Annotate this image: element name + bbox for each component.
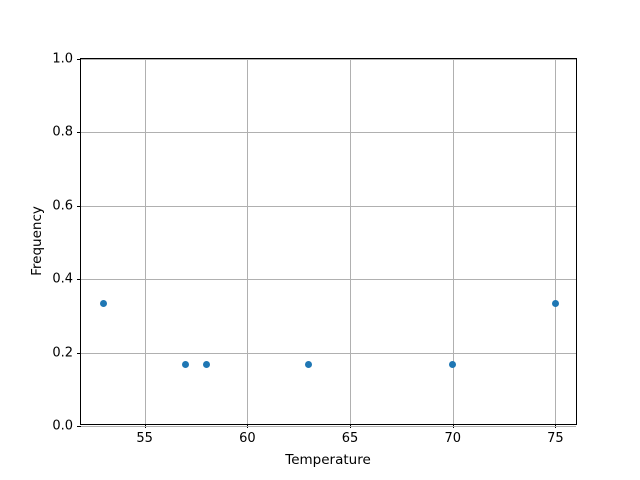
x-tick-mark <box>350 424 352 428</box>
y-tick-mark <box>77 426 81 427</box>
x-tick-label: 75 <box>547 431 564 446</box>
y-tick-label: 0.6 <box>52 198 73 213</box>
y-tick-label: 0.0 <box>52 418 73 434</box>
y-tick-mark <box>77 132 81 133</box>
data-point <box>449 361 457 369</box>
y-tick-mark <box>77 279 81 280</box>
y-gridline <box>81 352 576 354</box>
y-tick-mark <box>77 205 81 207</box>
data-point <box>551 300 559 308</box>
y-tick-label: 1.0 <box>52 51 73 66</box>
x-gridline <box>350 58 352 424</box>
y-gridline <box>81 132 576 133</box>
x-gridline <box>247 58 249 424</box>
y-tick-mark <box>77 58 81 60</box>
y-tick-mark <box>77 352 81 354</box>
x-gridline <box>452 58 454 424</box>
data-point <box>100 300 108 308</box>
y-axis-label: Frequency <box>29 206 45 276</box>
y-gridline <box>81 58 576 60</box>
x-tick-mark <box>452 424 454 428</box>
data-point <box>305 361 313 369</box>
x-tick-mark <box>247 424 249 428</box>
x-tick-label: 70 <box>444 431 461 446</box>
x-gridline <box>144 58 146 424</box>
y-gridline <box>81 205 576 207</box>
y-gridline <box>81 426 576 427</box>
x-gridline <box>555 58 557 424</box>
x-tick-label: 65 <box>341 431 359 446</box>
plot-area: 55 60 65 70 75 0.0 0.2 0.4 0.6 0.8 1.0 <box>52 52 577 446</box>
x-tick-label: 60 <box>239 431 256 446</box>
x-tick-mark <box>555 424 557 428</box>
x-axis-label: Temperature <box>285 452 371 468</box>
data-point <box>202 361 210 369</box>
y-gridline <box>81 279 576 280</box>
x-tick-mark <box>144 424 146 428</box>
y-tick-label: 0.8 <box>52 124 73 140</box>
y-tick-label: 0.2 <box>52 345 73 360</box>
x-tick-label: 55 <box>136 431 153 446</box>
y-tick-label: 0.4 <box>52 271 73 287</box>
data-point <box>182 361 190 369</box>
